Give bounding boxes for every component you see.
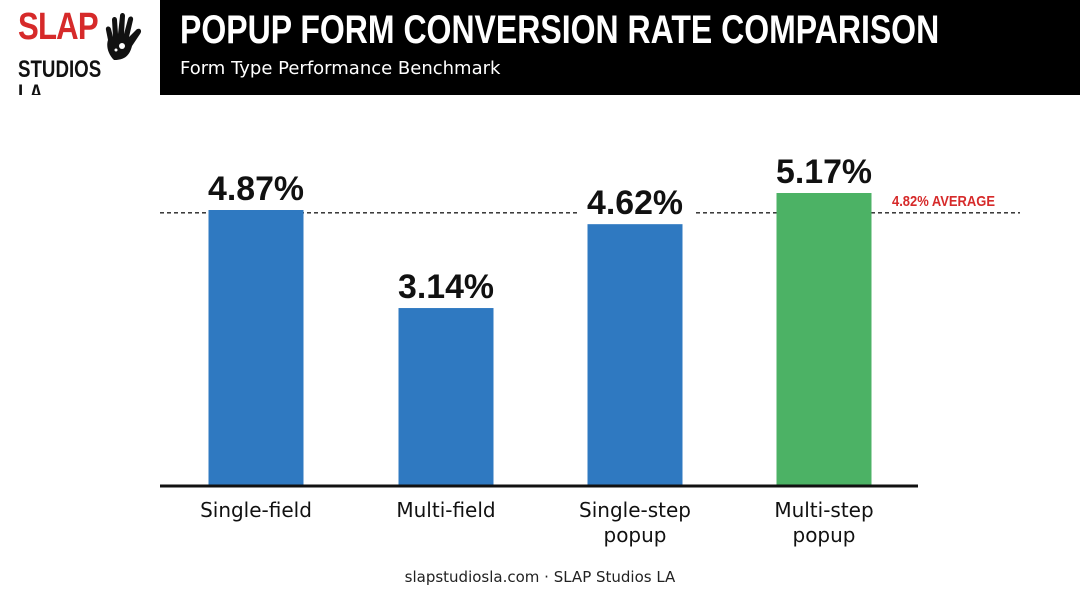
x-tick-label: Single-field: [200, 498, 312, 522]
header: SLAP STUDIOS LA POPUP FORM CONVERSION RA…: [0, 0, 1080, 95]
hand-print-icon: [105, 13, 142, 60]
bar-value-label: 4.87%: [208, 170, 304, 208]
x-tick-label: Multi-step: [774, 498, 873, 522]
bar-chart: 4.87% Single-field 3.14% Multi-field 4.62% Si…: [160, 153, 1020, 547]
average-label: 4.82% AVERAGE: [892, 193, 995, 210]
x-tick-label: Multi-field: [396, 498, 495, 522]
logo-wordmark-studios: STUDIOS LA: [18, 56, 102, 96]
bar: [208, 210, 304, 486]
bar: [776, 193, 872, 486]
page-title: POPUP FORM CONVERSION RATE COMPARISON: [180, 8, 940, 52]
brand-logo: SLAP STUDIOS LA: [0, 0, 160, 95]
x-tick-label: Single-step: [579, 498, 691, 522]
x-tick-label: popup: [793, 523, 856, 547]
bar-value-label: 4.62%: [587, 184, 683, 222]
bar-value-label: 5.17%: [776, 153, 872, 191]
bar: [587, 224, 683, 486]
title-bar: POPUP FORM CONVERSION RATE COMPARISON Fo…: [160, 0, 1080, 95]
logo-wordmark-slap: SLAP: [18, 6, 99, 48]
x-tick-label: popup: [604, 523, 667, 547]
footer-credit: slapstudiosla.com · SLAP Studios LA: [404, 568, 676, 586]
bar: [398, 308, 494, 486]
page-subtitle: Form Type Performance Benchmark: [180, 58, 501, 79]
bar-value-label: 3.14%: [398, 268, 494, 306]
